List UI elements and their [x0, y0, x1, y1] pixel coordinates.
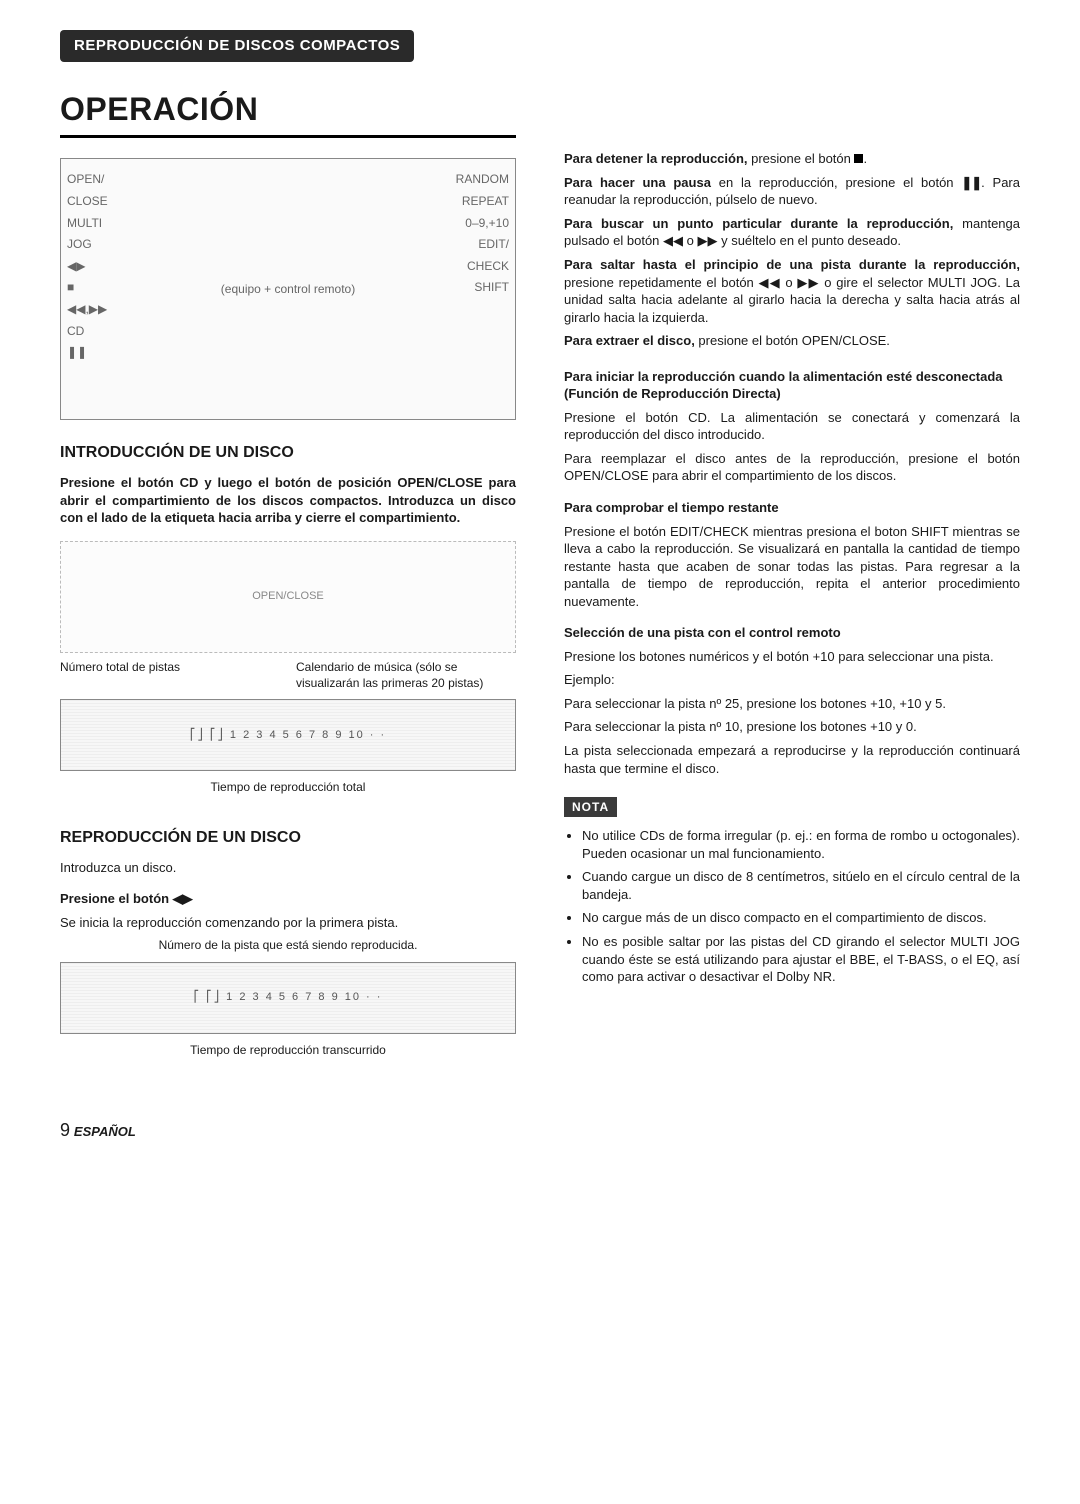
- cap-track-number: Número de la pista que está siendo repro…: [60, 937, 516, 953]
- lbl: ◀▶: [67, 256, 108, 278]
- intro-heading: INTRODUCCIÓN DE UN DISCO: [60, 442, 516, 464]
- lbl: EDIT/: [456, 234, 509, 256]
- lbl: CHECK: [456, 256, 509, 278]
- two-columns: OPERACIÓN OPEN/ CLOSE MULTI JOG ◀▶ ■ ◀◀,…: [60, 80, 1020, 1058]
- repro-line1: Introduzca un disco.: [60, 859, 516, 877]
- right-column: Para detener la reproducción, presione e…: [564, 80, 1020, 1058]
- lbl: ❚❚: [67, 342, 108, 364]
- notes-list: No utilice CDs de forma irregular (p. ej…: [564, 827, 1020, 985]
- cap-calendar: Calendario de música (sólo se visualizar…: [296, 659, 516, 691]
- nota-badge: NOTA: [564, 797, 617, 817]
- device-diagram: OPEN/ CLOSE MULTI JOG ◀▶ ■ ◀◀,▶▶ CD ❚❚ (…: [60, 158, 516, 420]
- b: Para detener la reproducción,: [564, 151, 748, 166]
- openclose-label: OPEN/CLOSE: [252, 589, 324, 604]
- note-item: No utilice CDs de forma irregular (p. ej…: [582, 827, 1020, 862]
- diagram-labels-right: RANDOM REPEAT 0–9,+10 EDIT/ CHECK SHIFT: [456, 169, 509, 299]
- repro-line2: Se inicia la reproducción comenzando por…: [60, 914, 516, 932]
- p-pause: Para hacer una pausa en la reproducción,…: [564, 174, 1020, 209]
- display-panel-1: ⎡⎦ ⎡⎦ 1 2 3 4 5 6 7 8 9 10 · ·: [60, 699, 516, 771]
- cap-total-time: Tiempo de reproducción total: [60, 779, 516, 795]
- lbl: ◀◀,▶▶: [67, 299, 108, 321]
- p-skip: Para saltar hasta el principio de una pi…: [564, 256, 1020, 326]
- note-item: No cargue más de un disco compacto en el…: [582, 909, 1020, 927]
- b: Para hacer una pausa: [564, 175, 711, 190]
- h-time: Para comprobar el tiempo restante: [564, 499, 1020, 517]
- cap-elapsed: Tiempo de reproducción transcurrido: [60, 1042, 516, 1058]
- p-stop: Para detener la reproducción, presione e…: [564, 150, 1020, 168]
- openclose-diagram: OPEN/CLOSE: [60, 541, 516, 653]
- diagram-labels-left: OPEN/ CLOSE MULTI JOG ◀▶ ■ ◀◀,▶▶ CD ❚❚: [67, 169, 108, 363]
- lbl: RANDOM: [456, 169, 509, 191]
- t: en la reproducción, presione el botón: [711, 175, 961, 190]
- sel-2: Ejemplo:: [564, 671, 1020, 689]
- intro-bold-para: Presione el botón CD y luego el botón de…: [60, 474, 516, 527]
- page-number: 9: [60, 1120, 70, 1140]
- note-item: Cuando cargue un disco de 8 centímetros,…: [582, 868, 1020, 903]
- t: presione el botón OPEN/CLOSE.: [695, 333, 890, 348]
- diagram-placeholder: (equipo + control remoto): [221, 281, 355, 297]
- section-banner: REPRODUCCIÓN DE DISCOS COMPACTOS: [60, 30, 414, 62]
- h-direct: Para iniciar la reproducción cuando la a…: [564, 368, 1020, 403]
- b: Para saltar hasta el principio de una pi…: [564, 257, 1020, 272]
- lbl: ■: [67, 277, 108, 299]
- page: REPRODUCCIÓN DE DISCOS COMPACTOS OPERACI…: [0, 0, 1080, 1182]
- b: Para buscar un punto particular durante …: [564, 216, 953, 231]
- lbl: CLOSE: [67, 191, 108, 213]
- h-select: Selección de una pista con el control re…: [564, 624, 1020, 642]
- sel-5: La pista seleccionada empezará a reprodu…: [564, 742, 1020, 777]
- direct-1: Presione el botón CD. La alimentación se…: [564, 409, 1020, 444]
- lbl: 0–9,+10: [456, 213, 509, 235]
- lbl: MULTI: [67, 213, 108, 235]
- repro-sub: Presione el botón ◀▶: [60, 890, 516, 908]
- sel-1: Presione los botones numéricos y el botó…: [564, 648, 1020, 666]
- lbl: OPEN/: [67, 169, 108, 191]
- b: Para extraer el disco,: [564, 333, 695, 348]
- page-footer: 9 ESPAÑOL: [60, 1118, 1020, 1142]
- sel-3: Para seleccionar la pista nº 25, presion…: [564, 695, 1020, 713]
- note-item: No es posible saltar por las pistas del …: [582, 933, 1020, 986]
- lbl: JOG: [67, 234, 108, 256]
- lbl: SHIFT: [456, 277, 509, 299]
- pause-icon: ❚❚: [961, 174, 981, 192]
- caption-row: Número total de pistas Calendario de mús…: [60, 659, 516, 691]
- left-column: OPERACIÓN OPEN/ CLOSE MULTI JOG ◀▶ ■ ◀◀,…: [60, 80, 516, 1058]
- t: presione el botón: [748, 151, 855, 166]
- lbl: REPEAT: [456, 191, 509, 213]
- p-search: Para buscar un punto particular durante …: [564, 215, 1020, 250]
- repro-heading: REPRODUCCIÓN DE UN DISCO: [60, 827, 516, 849]
- time-p: Presione el botón EDIT/CHECK mientras pr…: [564, 523, 1020, 611]
- direct-2: Para reemplazar el disco antes de la rep…: [564, 450, 1020, 485]
- page-title: OPERACIÓN: [60, 88, 516, 138]
- lbl: CD: [67, 321, 108, 343]
- stop-icon: [854, 154, 863, 163]
- display-panel-2: ⎡ ⎡⎦ 1 2 3 4 5 6 7 8 9 10 · ·: [60, 962, 516, 1034]
- cap-total-tracks: Número total de pistas: [60, 659, 180, 691]
- sel-4: Para seleccionar la pista nº 10, presion…: [564, 718, 1020, 736]
- lang-label: ESPAÑOL: [74, 1124, 136, 1139]
- p-eject: Para extraer el disco, presione el botón…: [564, 332, 1020, 350]
- t: presione repetidamente el botón ◀◀ o ▶▶ …: [564, 275, 1020, 325]
